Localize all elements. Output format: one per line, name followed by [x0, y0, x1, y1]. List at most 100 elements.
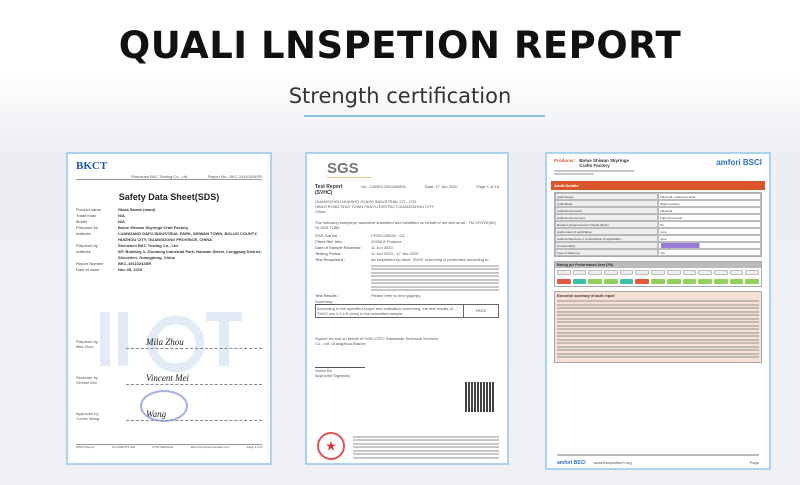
- amfori-audit-document[interactable]: Producer: Bolue Shiwan Skyringe Crafts F…: [545, 152, 771, 470]
- pa-label: [588, 270, 603, 275]
- field-value: LUANGANG DAFU INDUSTRIAL PARK, SHIWAN TO…: [118, 231, 258, 243]
- audit-row-value: Full Audit / Follow-up Audit: [658, 193, 761, 200]
- pa-rating-badge: [682, 279, 697, 284]
- sgs-summary: According to the specified scope and eva…: [316, 304, 464, 318]
- field-value: 11 Jun 2020 - 17 Jun 2020: [371, 251, 419, 257]
- sgs-test-results: Please refer to next page(s).: [371, 292, 422, 298]
- audit-row-value: Share Auditors: [658, 200, 761, 207]
- red-seal-stamp: [317, 432, 345, 460]
- sgs-subtitle: (SVHC): [315, 190, 333, 196]
- field-label: Model: [76, 219, 87, 225]
- audit-row-value: Yes: [658, 249, 761, 256]
- audit-row-value: Industrial: [658, 207, 761, 214]
- field-value: N/A: [118, 219, 125, 225]
- producer-name: Bolue Shiwan Skyringe Crafts Factory: [579, 158, 630, 168]
- audit-row-label: Audit Scope:: [555, 193, 658, 200]
- footer-item: Page 1 of 8: [246, 445, 262, 449]
- pa-rating-badge: [745, 279, 759, 284]
- sds-field-row: Trade mark N/A: [76, 213, 262, 219]
- pa-rating-badge: [557, 279, 571, 284]
- field-value: Nov 28, 2019: [118, 267, 143, 273]
- signature-role: Prepared by: [76, 338, 98, 344]
- sgs-logo: SGS: [327, 160, 372, 178]
- sds-company: Shenzhen BKC Testing Co., Ltd.: [131, 174, 189, 179]
- sgs-signature: [315, 361, 365, 368]
- watermark-logo: [100, 312, 242, 373]
- sgs-field-row: SGS Job No. : CP20-028926 - GZ: [315, 233, 499, 239]
- sgs-field-row: Client Ref. Info. : 20200.8 Produce: [315, 239, 499, 245]
- sgs-signatory-role: Approved Signatory: [315, 372, 351, 378]
- pa-label: [557, 270, 571, 275]
- field-label: Prepared by: [76, 243, 98, 249]
- signature-block: Prepared by Mila Zhou Mila Zhou: [76, 316, 262, 352]
- field-value: 11 Jun 2020: [371, 245, 393, 251]
- field-value: Glass Beads (sand): [118, 207, 156, 213]
- signature-block: Reviewer by Vincent Mei Vincent Mei: [76, 352, 262, 388]
- sgs-field-row: Testing Period : 11 Jun 2020 - 17 Jun 202…: [315, 251, 499, 257]
- field-label: Trade mark: [76, 213, 97, 219]
- pa-rating-badge: [604, 279, 618, 284]
- audit-row-label: Audit Architecture or configuration (if …: [555, 235, 658, 242]
- audit-row-label: Audit Announcement:: [555, 214, 658, 221]
- sds-title: Safety Data Sheet(SDS): [118, 192, 220, 203]
- sds-field-row: Model N/A: [76, 219, 262, 225]
- field-value: BKC-19110244SR: [118, 261, 152, 267]
- sgs-document[interactable]: SGS Test Report (SVHC) No.: CANEC2000250…: [305, 152, 509, 465]
- sds-field-row: Address LUANGANG DAFU INDUSTRIAL PARK, SH…: [76, 231, 262, 243]
- client-line: GUANGZHOU HUASHO GLASS INDUSTRIAL CO., L…: [315, 199, 418, 204]
- field-label: Product name: [76, 207, 101, 213]
- footer-page: Page: [749, 460, 759, 466]
- sds-field-row: Prepared by Shenzhen BKC Testing Co., Ltd…: [76, 243, 262, 249]
- field-label: SGS Job No. :: [315, 233, 341, 239]
- sgs-field-row: Test Requested : As requested by client, …: [315, 257, 499, 263]
- audit-row-label: Type of follow-up:: [555, 249, 658, 256]
- pa-rating-badge: [666, 279, 681, 284]
- footer-item: Web:http://www.bkcdtab.com: [190, 445, 230, 449]
- qr-code-icon: [465, 382, 495, 412]
- audit-row-value: none: [658, 228, 761, 235]
- pa-label: [635, 270, 650, 275]
- page-subtitle: Strength certification: [288, 84, 512, 108]
- sgs-summary-label: Summary:: [315, 298, 334, 304]
- audit-row-label: Audit Environment:: [555, 207, 658, 214]
- field-label: Date of Sample Received :: [315, 245, 363, 251]
- field-label: Test Requested :: [315, 257, 346, 263]
- pa-rating-badge: [619, 279, 634, 284]
- signature-name: Mila Zhou: [76, 343, 94, 349]
- sds-field-row: Address 6/F, Building 3, Zhouleng Industr…: [76, 249, 262, 261]
- footer-item: 0755-32920341: [152, 445, 174, 449]
- summary-title: Executive summary of audit report: [557, 294, 615, 298]
- pa-label: [666, 270, 681, 275]
- signature-role: Reviewer by: [76, 374, 99, 380]
- sds-document[interactable]: BKCT Shenzhen BKC Testing Co., Ltd. Repo…: [66, 152, 272, 465]
- sgs-page: Page 1 of 16: [476, 184, 499, 189]
- sds-field-row: Report Number BKC-19110244SR: [76, 261, 262, 267]
- amfori-logo: amfori BSCI: [716, 158, 762, 167]
- audit-details-header: Audit Details: [551, 181, 765, 190]
- pa-label: [619, 270, 634, 275]
- audit-row-label: Random (Unannounced Check) (RUC):: [555, 221, 658, 228]
- pa-label: [572, 270, 587, 275]
- pa-rating-badge: [572, 279, 587, 284]
- signature-name: Corbin Wang: [76, 415, 100, 421]
- pa-rating-badge: [651, 279, 665, 284]
- field-label: Prepared for: [76, 225, 99, 231]
- pa-label: [745, 270, 759, 275]
- ratings-title: Rating per Performance Area (PA): [555, 262, 761, 268]
- sgs-signed: Signed for and on behalf of SGS-CSTC Sta…: [315, 336, 439, 347]
- page-title: QUALI LNSPETION REPORT: [118, 24, 682, 67]
- sds-fields: Product name Glass Beads (sand) Trade mark…: [76, 207, 262, 273]
- pa-rating-badge: [713, 279, 728, 284]
- field-value: 6/F, Building 3, Zhouleng Industrial Par…: [118, 249, 262, 261]
- bkct-logo: BKCT: [76, 160, 108, 172]
- sgs-date: Date: 17 Jun 2020: [424, 184, 458, 189]
- field-value: As requested by client, SVHC screening i…: [371, 257, 490, 263]
- field-value: Shenzhen BKC Testing Co., Ltd.: [118, 243, 179, 249]
- amfori-footer-logo: amfori BSCI: [557, 460, 586, 466]
- signature-name: Vincent Mei: [76, 379, 97, 385]
- field-label: Client Ref. Info. :: [315, 239, 345, 245]
- pa-rating-badge: [729, 279, 744, 284]
- sds-field-row: Prepared for Bolue Shiwan Skyringe Craft …: [76, 225, 262, 231]
- pa-label: [729, 270, 744, 275]
- sgs-title: Test Report: [315, 184, 343, 190]
